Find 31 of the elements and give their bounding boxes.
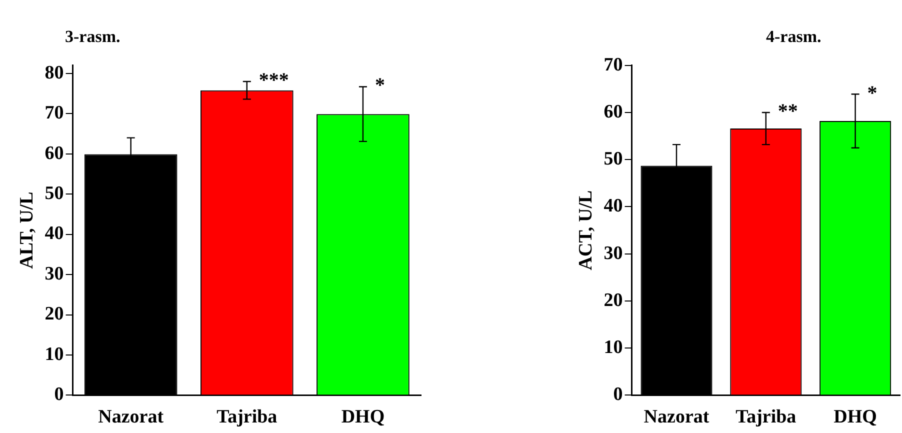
y-tick-label: 20 — [44, 304, 64, 325]
y-tick-label: 0 — [54, 384, 64, 406]
y-tick-label: 50 — [604, 148, 623, 170]
annotation: * — [867, 82, 878, 104]
y-tick-label: 30 — [44, 263, 64, 284]
x-tick-label: DHQ — [341, 406, 385, 428]
x-tick-label: Tajriba — [736, 406, 797, 428]
annotation: *** — [258, 70, 289, 92]
y-tick-label: 60 — [604, 101, 623, 122]
y-tick-label: 0 — [613, 384, 623, 406]
chart-title: 3-rasm. — [64, 26, 122, 48]
x-tick-label: Nazorat — [98, 406, 164, 428]
x-tick-label: Nazorat — [644, 406, 710, 428]
chart-title: 4-rasm. — [765, 26, 822, 48]
y-tick-label: 20 — [604, 290, 623, 311]
y-axis-title: ACT, U/L — [575, 190, 596, 270]
annotation: ** — [778, 100, 798, 123]
y-tick-label: 30 — [604, 242, 623, 264]
y-tick-label: 40 — [44, 223, 64, 244]
x-tick-label: DHQ — [834, 406, 877, 428]
y-tick-label: 10 — [604, 336, 623, 358]
y-tick-label: 50 — [44, 183, 64, 204]
y-axis-title: ALT, U/L — [16, 192, 38, 269]
y-tick-label: 70 — [604, 54, 623, 76]
y-tick-label: 70 — [44, 102, 64, 124]
y-tick-label: 10 — [44, 344, 64, 365]
annotation: * — [374, 74, 385, 96]
y-tick-label: 60 — [44, 142, 64, 164]
x-tick-label: Tajriba — [216, 406, 278, 428]
y-tick-label: 80 — [44, 62, 64, 84]
y-tick-label: 40 — [604, 196, 623, 217]
